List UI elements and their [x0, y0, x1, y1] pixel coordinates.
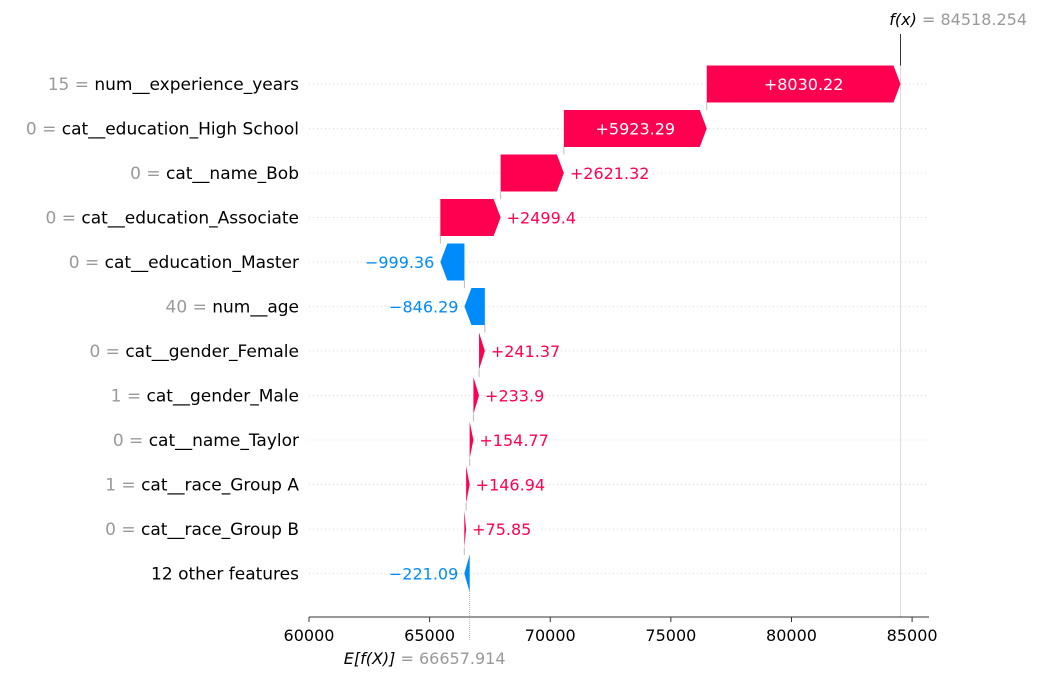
grid-lines: [309, 83, 929, 574]
x-tick-label: 75000: [645, 626, 696, 645]
feature-label: 0 = cat__name_Taylor: [113, 431, 299, 451]
feature-label: 0 = cat__education_Master: [69, 253, 299, 273]
feature-value: 40 =: [166, 298, 213, 318]
contribution-label: +75.85: [472, 520, 531, 539]
base-label-text: E[f(X)]: [344, 649, 396, 668]
negative-bar: [464, 555, 470, 592]
feature-value: 1 =: [105, 476, 141, 496]
feature-label: 0 = cat__education_High School: [26, 120, 299, 140]
positive-bar: [464, 510, 467, 548]
contribution-label: −221.09: [389, 565, 458, 584]
x-tick-label: 60000: [284, 626, 335, 645]
output-value-label: f(x) = 84518.254: [889, 10, 1027, 29]
feature-name: cat__name_Taylor: [149, 431, 299, 451]
feature-label: 0 = cat__gender_Female: [89, 342, 299, 362]
feature-name: cat__race_Group A: [141, 476, 299, 496]
contribution-label: +154.77: [479, 431, 548, 450]
feature-label: 0 = cat__race_Group B: [105, 520, 299, 540]
base-value-text: = 66657.914: [400, 649, 505, 668]
contribution-label: −999.36: [365, 253, 434, 272]
feature-value: 0 =: [89, 342, 125, 362]
feature-value: 0 =: [45, 209, 81, 229]
feature-name: 12 other features: [151, 565, 299, 585]
feature-value: 0 =: [69, 253, 105, 273]
x-tick-label: 85000: [887, 626, 938, 645]
feature-name: cat__education_Master: [105, 253, 299, 273]
feature-labels: 15 = num__experience_years +8030.22 0 = ca…: [26, 75, 843, 585]
feature-label: 1 = cat__race_Group A: [105, 476, 299, 496]
bars: [440, 65, 901, 592]
positive-bar: [479, 332, 485, 370]
feature-name: num__age: [212, 298, 299, 318]
feature-name: cat__education_High School: [62, 120, 299, 140]
feature-label: 1 = cat__gender_Male: [111, 387, 299, 407]
base-value-label: E[f(X)] = 66657.914: [344, 649, 506, 668]
feature-value: 1 =: [111, 387, 147, 407]
feature-label: 0 = cat__name_Bob: [130, 164, 299, 184]
positive-bar: [500, 154, 564, 192]
feature-value: 15 =: [48, 75, 95, 95]
contribution-label: −846.29: [389, 298, 458, 317]
output-value-text: = 84518.254: [922, 10, 1027, 29]
contribution-label: +241.37: [491, 342, 560, 361]
x-tick-label: 65000: [404, 626, 455, 645]
feature-value: 0 =: [113, 431, 149, 451]
contribution-label: +5923.29: [596, 120, 676, 139]
feature-name: cat__gender_Male: [147, 387, 299, 407]
feature-label: 0 = cat__education_Associate: [45, 209, 299, 229]
x-axis: 60000 65000 70000 75000 80000 85000: [284, 616, 938, 645]
feature-label: 15 = num__experience_years: [48, 75, 299, 95]
feature-value: 0 =: [130, 164, 166, 184]
output-label-text: f(x): [889, 10, 917, 29]
feature-label: 40 = num__age: [166, 298, 299, 318]
feature-name: cat__race_Group B: [141, 520, 299, 540]
feature-name: num__experience_years: [94, 75, 299, 95]
negative-bar: [440, 243, 465, 281]
contribution-label: +8030.22: [764, 75, 844, 94]
contribution-label: +146.94: [476, 476, 545, 495]
contribution-label: +2621.32: [570, 164, 650, 183]
feature-value: 0 =: [105, 520, 141, 540]
x-tick-label: 80000: [766, 626, 817, 645]
positive-bar: [706, 65, 901, 103]
x-tick-label: 70000: [525, 626, 576, 645]
positive-bar: [563, 110, 707, 147]
contribution-label: +2499.4: [507, 209, 576, 228]
feature-name: cat__education_Associate: [81, 209, 299, 229]
feature-name: cat__gender_Female: [125, 342, 299, 362]
positive-bar: [469, 421, 474, 459]
feature-value: 0 =: [26, 120, 62, 140]
positive-bar: [466, 466, 470, 503]
feature-name: cat__name_Bob: [166, 164, 299, 184]
positive-bar: [440, 199, 501, 236]
contribution-label: +233.9: [485, 387, 544, 406]
bar-connectors: [439, 102, 708, 555]
negative-bar: [464, 288, 485, 325]
positive-bar: [473, 377, 480, 414]
feature-label: 12 other features: [151, 565, 299, 585]
